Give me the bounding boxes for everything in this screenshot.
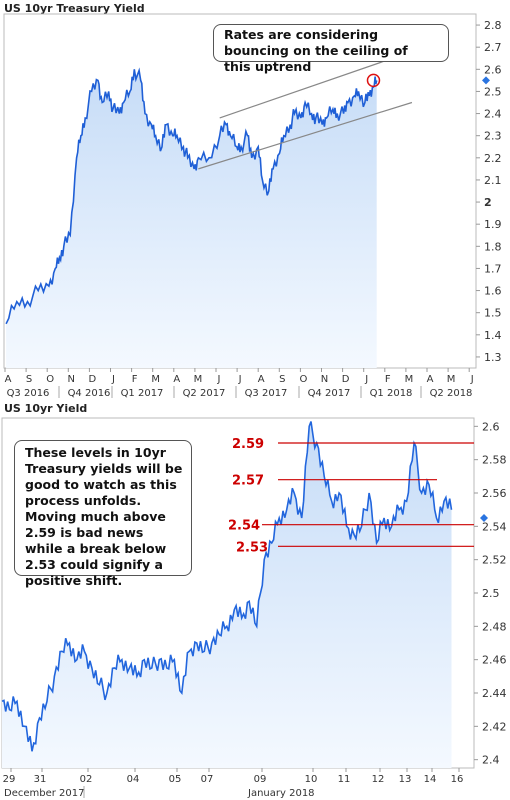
x-tick-label: O xyxy=(46,374,54,385)
x-tick-label: 14 xyxy=(424,774,437,785)
trend-channel-line xyxy=(198,101,413,170)
y-tick-label: 2.6 xyxy=(482,420,500,433)
x-tick-label: D xyxy=(89,374,97,385)
x-tick-label: J xyxy=(364,374,368,385)
top-chart-panel: US 10yr Treasury Yield 1.3 1.4 1.5 1.6 1.7 1.… xyxy=(3,2,502,399)
x-tick-label: 31 xyxy=(34,774,47,785)
y-tick-label: 1.4 xyxy=(484,329,502,342)
series-area xyxy=(6,69,377,369)
y-tick-label: 1.5 xyxy=(484,307,502,320)
y-tick-label: 2.54 xyxy=(482,520,507,533)
x-tick-label: F xyxy=(385,374,391,385)
bottom-chart-panel: US 10yr Yield 2.4 2.42 2.44 2.46 2.48 2.5 2.52… xyxy=(0,400,510,800)
x-tick-label: 09 xyxy=(254,774,267,785)
quarter-label: Q4 2017 xyxy=(308,388,351,399)
bottom-chart-title: US 10yr Yield xyxy=(4,402,88,415)
current-value-marker xyxy=(480,514,488,522)
x-tick-label: M xyxy=(151,374,160,385)
current-value-marker xyxy=(482,76,490,85)
x-tick-label: 11 xyxy=(338,774,351,785)
y-tick-label: 1.3 xyxy=(484,351,502,364)
series-line xyxy=(5,67,378,325)
quarter-label: Q2 2017 xyxy=(183,388,226,399)
quarter-label: Q4 2016 xyxy=(68,388,111,399)
x-tick-label: S xyxy=(26,374,32,385)
x-tick-label: F xyxy=(132,374,138,385)
y-tick-label: 1.7 xyxy=(484,262,502,275)
y-tick-label: 1.6 xyxy=(484,285,502,298)
y-tick-label: 2.5 xyxy=(482,587,500,600)
y-tick-label: 2.4 xyxy=(484,108,502,121)
x-tick-label: M xyxy=(194,374,203,385)
y-tick-label: 2.48 xyxy=(482,620,507,633)
y-tick-label: 2 xyxy=(484,196,492,209)
y-tick-label: 2.5 xyxy=(484,85,502,98)
period-label: December 2017 xyxy=(4,788,84,799)
y-tick-label: 2.42 xyxy=(482,720,507,733)
x-tick-label: J xyxy=(470,374,474,385)
x-tick-label: A xyxy=(258,374,265,385)
reference-level-label: 2.59 xyxy=(232,437,264,452)
x-tick-label: 29 xyxy=(3,774,16,785)
x-tick-label: A xyxy=(173,374,180,385)
y-tick-label: 1.9 xyxy=(484,218,502,231)
y-tick-label: 2.6 xyxy=(484,63,502,76)
x-tick-label: 04 xyxy=(127,774,140,785)
y-tick-label: 2.2 xyxy=(484,152,502,165)
x-tick-label: D xyxy=(342,374,350,385)
x-tick-label: 13 xyxy=(399,774,412,785)
quarter-label: Q2 2018 xyxy=(430,388,473,399)
x-tick-label: 10 xyxy=(305,774,318,785)
quarter-label: Q1 2017 xyxy=(121,388,164,399)
y-tick-label: 2.1 xyxy=(484,174,502,187)
y-tick-label: 2.4 xyxy=(482,754,500,767)
x-tick-label: J xyxy=(238,374,242,385)
reference-level-label: 2.54 xyxy=(228,519,260,534)
top-chart: 1.3 1.4 1.5 1.6 1.7 1.8 1.9 2 2.1 2.2 2.3 2.4 2.5 2.6… xyxy=(3,13,502,399)
y-tick-label: 2.8 xyxy=(484,19,502,32)
y-tick-label: 2.56 xyxy=(482,487,507,500)
quarter-label: Q1 2018 xyxy=(370,388,413,399)
period-label: January 2018 xyxy=(247,788,315,799)
x-tick-label: A xyxy=(5,374,12,385)
x-tick-label: A xyxy=(427,374,434,385)
y-tick-label: 1.8 xyxy=(484,240,502,253)
bottom-callout: These levels in 10yr Treasury yields wil… xyxy=(14,440,192,588)
y-tick-label: 2.46 xyxy=(482,654,507,667)
reference-level-label: 2.53 xyxy=(236,540,268,555)
top-chart-title: US 10yr Treasury Yield xyxy=(4,2,145,15)
y-tick-label: 2.44 xyxy=(482,687,507,700)
series-area xyxy=(2,421,452,768)
x-tick-label: N xyxy=(321,374,328,385)
x-tick-label: M xyxy=(405,374,414,385)
series-line xyxy=(1,421,453,752)
y-tick-label: 2.3 xyxy=(484,130,502,143)
x-tick-label: 02 xyxy=(80,774,93,785)
y-tick-label: 2.7 xyxy=(484,41,502,54)
x-tick-label: 12 xyxy=(372,774,385,785)
x-tick-label: J xyxy=(111,374,115,385)
y-tick-label: 2.58 xyxy=(482,454,507,467)
highlight-circle xyxy=(366,73,381,88)
x-tick-label: O xyxy=(299,374,307,385)
y-tick-label: 2.52 xyxy=(482,554,507,567)
x-tick-label: 05 xyxy=(169,774,182,785)
quarter-label: Q3 2016 xyxy=(7,388,50,399)
x-tick-label: J xyxy=(217,374,221,385)
top-callout: Rates are considering bouncing on the ce… xyxy=(213,24,449,74)
x-tick-label: N xyxy=(68,374,75,385)
reference-level-label: 2.57 xyxy=(232,474,264,489)
trend-channel-line xyxy=(219,59,387,119)
x-tick-label: M xyxy=(447,374,456,385)
x-tick-label: S xyxy=(279,374,285,385)
x-tick-label: 16 xyxy=(451,774,464,785)
x-tick-label: 07 xyxy=(201,774,214,785)
quarter-label: Q3 2017 xyxy=(245,388,288,399)
bottom-chart: 2.4 2.42 2.44 2.46 2.48 2.5 2.52 2.54 2.56 2.58 2.… xyxy=(1,417,507,799)
